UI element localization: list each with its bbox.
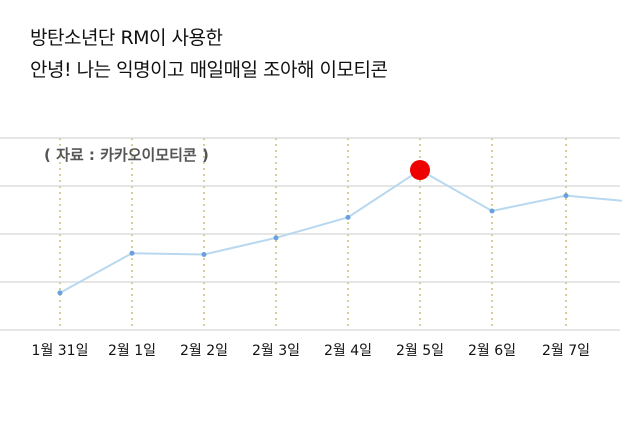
data-point [57, 290, 63, 296]
title-line-1: 방탄소년단 RM이 사용한 [30, 27, 223, 49]
series-line [59, 168, 623, 294]
x-tick-label: 2월 7일 [542, 343, 590, 359]
data-point [129, 250, 135, 256]
title-line-2: 안녕! 나는 익명이고 매일매일 조아해 이모티콘 [30, 59, 388, 81]
source-note: ( 자료 : 카카오이모티콘 ) [44, 146, 209, 164]
x-tick-label: 2월 6일 [468, 343, 516, 359]
vertical-gridlines [59, 138, 567, 330]
x-tick-label: 2월 5일 [396, 343, 444, 359]
x-tick-labels: 1월 31일 2월 1일 2월 2일 2월 3일 2월 4일 2월 5일 2월 6일 2월 7… [32, 343, 590, 359]
data-points [57, 160, 569, 296]
x-tick-label: 2월 4일 [324, 343, 372, 359]
horizontal-gridlines [0, 137, 620, 331]
x-tick-label: 2월 1일 [108, 343, 156, 359]
chart-title: 방탄소년단 RM이 사용한 안녕! 나는 익명이고 매일매일 조아해 이모티콘 [30, 22, 388, 86]
data-point [489, 208, 495, 214]
x-tick-label: 2월 3일 [252, 343, 300, 359]
data-point [345, 214, 351, 220]
x-tick-label: 1월 31일 [32, 343, 89, 359]
x-tick-label: 2월 2일 [180, 343, 228, 359]
data-point [201, 251, 207, 257]
data-point [563, 193, 569, 199]
data-point [273, 235, 279, 241]
highlight-point [410, 160, 430, 180]
series-polyline [59, 168, 623, 294]
